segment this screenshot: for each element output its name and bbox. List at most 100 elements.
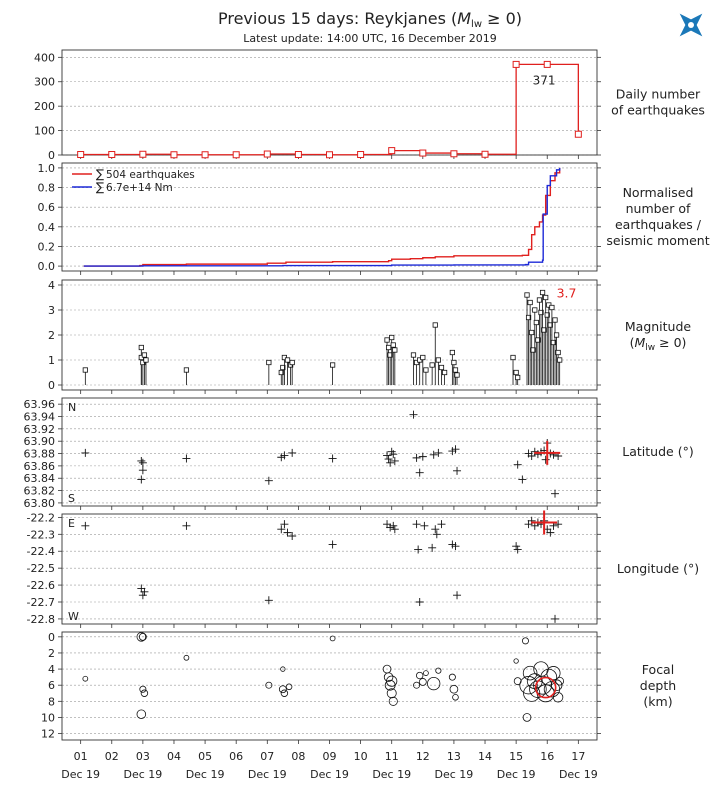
panel-magnitude: 0 1 2 3 4 Magnitude(Mlw ≥ 0) 3.7 bbox=[48, 279, 691, 394]
location-point bbox=[384, 455, 393, 464]
magnitude-point bbox=[278, 369, 284, 376]
x-month-label: Dec 19 bbox=[310, 768, 349, 781]
location-point bbox=[420, 521, 429, 530]
series-line-count bbox=[83, 167, 561, 267]
max-magnitude-annotation: 3.7 bbox=[557, 286, 577, 301]
y-tick-label: 2 bbox=[48, 329, 55, 342]
magnitude-point bbox=[529, 329, 535, 336]
magnitude-point bbox=[410, 352, 417, 358]
y-tick-label: 0 bbox=[48, 149, 55, 162]
location-point bbox=[415, 468, 424, 477]
y-tick-label: 300 bbox=[34, 76, 55, 89]
side-suffix: ≥ 0) bbox=[655, 335, 686, 350]
x-tick-label: 13 bbox=[447, 750, 461, 763]
daily-count-point bbox=[481, 150, 489, 158]
location-point bbox=[431, 525, 440, 534]
depth-point bbox=[265, 681, 273, 689]
magnitude-point bbox=[549, 304, 555, 311]
location-point bbox=[182, 454, 191, 463]
panel-latitude: 63.8063.8263.8463.8663.8863.9063.9263.94… bbox=[24, 397, 694, 510]
depth-point bbox=[427, 676, 441, 691]
legend-sum-symbol: ∑ bbox=[96, 167, 104, 181]
depth-point bbox=[423, 670, 429, 676]
y-tick-label: -22.6 bbox=[27, 579, 55, 592]
location-point bbox=[434, 448, 443, 457]
y-tick-label: 2 bbox=[48, 647, 55, 660]
y-tick-label: 63.84 bbox=[24, 472, 56, 485]
largest-event-marker bbox=[531, 510, 558, 535]
location-point bbox=[551, 489, 560, 498]
magnitude-point bbox=[280, 364, 286, 371]
location-point bbox=[415, 598, 424, 606]
y-tick-label: 63.90 bbox=[24, 435, 56, 448]
x-tick-label: 01 bbox=[74, 750, 88, 763]
magnitude-point bbox=[541, 327, 547, 333]
daily-count-point bbox=[263, 150, 271, 158]
y-tick-label: 4 bbox=[48, 663, 55, 676]
corner-label-top: E bbox=[68, 517, 75, 530]
location-point bbox=[138, 591, 147, 600]
y-tick-label: 6 bbox=[48, 679, 55, 692]
depth-point bbox=[550, 679, 563, 691]
side-prefix: ( bbox=[630, 335, 635, 350]
location-point bbox=[81, 521, 90, 530]
depth-point bbox=[383, 672, 394, 682]
corner-label-top: N bbox=[68, 401, 76, 414]
location-point bbox=[283, 528, 292, 537]
side-label: Magnitude bbox=[625, 319, 692, 334]
magnitude-point bbox=[389, 334, 395, 341]
x-tick-label: 17 bbox=[571, 750, 585, 763]
magnitude-point bbox=[539, 289, 546, 296]
side-label: depth bbox=[640, 678, 676, 693]
y-tick-label: 0 bbox=[48, 379, 55, 392]
daily-count-point bbox=[77, 151, 85, 159]
legend-entry: 6.7e+14 Nm bbox=[106, 182, 173, 194]
y-tick-label: -22.7 bbox=[27, 596, 55, 609]
depth-point bbox=[452, 694, 459, 701]
y-tick-label: 0.6 bbox=[38, 201, 56, 214]
magnitude-point bbox=[420, 354, 426, 361]
magnitude-point bbox=[510, 354, 516, 361]
daily-count-point bbox=[419, 149, 427, 157]
panel-longitude: -22.8 -22.7 -22.6 -22.5 -22.4 -22.3 -22.2 Longi… bbox=[27, 510, 699, 628]
magnitude-point bbox=[552, 317, 558, 323]
depth-point bbox=[555, 676, 565, 686]
location-point bbox=[280, 520, 289, 529]
x-tick-label: 06 bbox=[229, 750, 243, 763]
y-tick-label: 0.8 bbox=[38, 182, 56, 195]
depth-point bbox=[546, 666, 561, 681]
y-tick-label: 200 bbox=[34, 100, 55, 113]
magnitude-point bbox=[544, 312, 550, 318]
location-point bbox=[453, 591, 462, 600]
title-suffix: ≥ 0) bbox=[482, 9, 522, 28]
y-tick-label: 0.4 bbox=[38, 221, 56, 234]
x-tick-label: 08 bbox=[291, 750, 305, 763]
y-tick-label: -22.4 bbox=[27, 545, 55, 558]
location-point bbox=[412, 453, 421, 462]
location-point bbox=[412, 520, 421, 529]
y-tick-label: -22.2 bbox=[27, 511, 55, 524]
location-point bbox=[418, 452, 427, 461]
title-m: M bbox=[457, 9, 471, 28]
y-tick-label: 400 bbox=[34, 51, 55, 64]
x-tick-label: 11 bbox=[385, 750, 399, 763]
daily-count-point bbox=[388, 147, 396, 155]
side-label: (km) bbox=[643, 694, 672, 709]
daily-count-point bbox=[574, 130, 582, 138]
y-tick-label: 0 bbox=[48, 631, 55, 644]
magnitude-point bbox=[535, 337, 541, 343]
y-tick-label: 12 bbox=[41, 728, 55, 741]
series-line-moment bbox=[83, 167, 561, 267]
depth-point bbox=[386, 675, 398, 687]
x-month-label: Dec 19 bbox=[372, 768, 411, 781]
magnitude-point bbox=[330, 362, 336, 368]
panel-frame bbox=[61, 162, 598, 272]
x-tick-label: 15 bbox=[509, 750, 523, 763]
depth-point bbox=[449, 684, 459, 694]
side-label: Latitude (°) bbox=[622, 444, 693, 459]
y-tick-label: -22.8 bbox=[27, 613, 55, 626]
depth-point bbox=[540, 668, 558, 686]
magnitude-point bbox=[543, 294, 549, 301]
